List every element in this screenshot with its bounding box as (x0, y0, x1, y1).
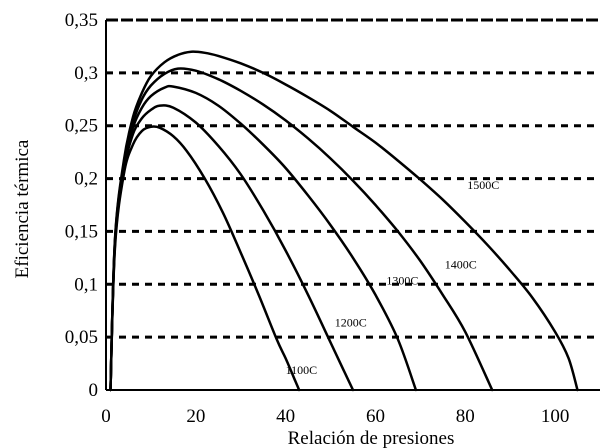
y-tick-label: 0,15 (65, 221, 98, 242)
y-tick-labels: 0 0,05 0,1 0,15 0,2 0,25 0,3 0,35 (65, 10, 98, 401)
x-tick-label: 60 (366, 406, 385, 427)
y-tick-label: 0,35 (65, 10, 98, 31)
x-tick-label: 0 (101, 406, 111, 427)
series-label-1100C: 1100C (286, 363, 318, 377)
y-tick-label: 0,1 (74, 274, 98, 295)
series-label-1300C: 1300C (386, 273, 418, 287)
series-label-1400C: 1400C (445, 257, 477, 271)
y-axis-title: Eficiencia térmica (12, 139, 33, 278)
x-tick-labels: 0 20 40 60 80 100 (101, 406, 569, 427)
series-line-1300C (109, 84, 418, 392)
series-labels: 1100C 1200C 1300C 1400C 1500C (286, 178, 500, 377)
y-tick-label: 0 (89, 380, 99, 401)
x-tick-label: 100 (541, 406, 570, 427)
axes (105, 20, 600, 391)
series-label-1500C: 1500C (467, 178, 499, 192)
series-line-1100C (109, 125, 301, 392)
y-tick-label: 0,25 (65, 116, 98, 137)
y-tick-label: 0,3 (74, 63, 98, 84)
x-tick-label: 20 (186, 406, 205, 427)
series-line-1500C (109, 50, 579, 392)
y-tick-label: 0,05 (65, 327, 98, 348)
x-tick-label: 80 (456, 406, 475, 427)
series-line-1200C (109, 104, 355, 392)
series-label-1200C: 1200C (335, 316, 367, 330)
series-line-1400C (109, 67, 494, 392)
series-lines (109, 50, 579, 392)
x-tick-label: 40 (276, 406, 295, 427)
y-tick-label: 0,2 (74, 169, 98, 190)
x-axis-title: Relación de presiones (288, 428, 455, 448)
